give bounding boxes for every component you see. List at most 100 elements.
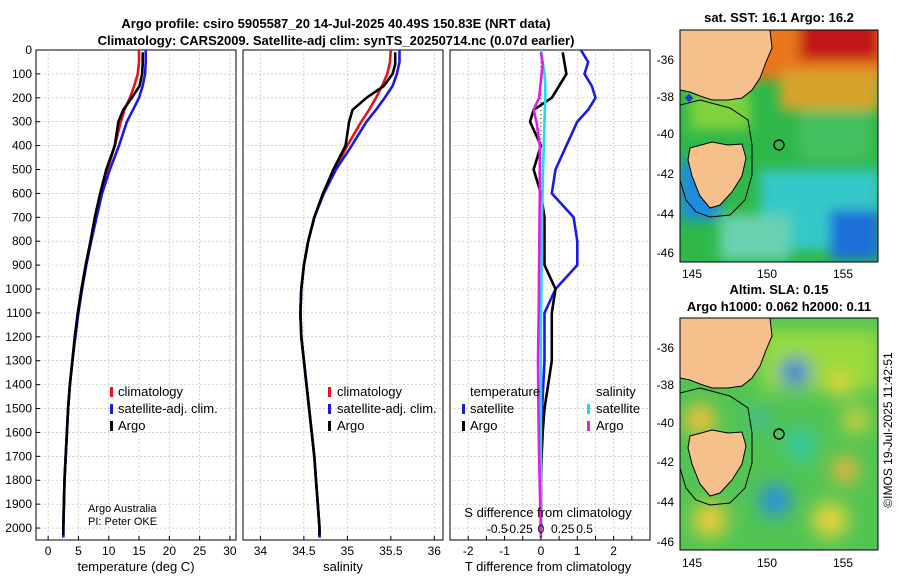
y-tick-label: 900 <box>12 258 32 272</box>
temperature-legend: climatology satellite-adj. clim. Argo <box>110 384 218 433</box>
x-tick-label: 1 <box>574 544 581 558</box>
legend-s-satellite: satellite <box>596 401 640 416</box>
sst-lat-tick: -36 <box>657 53 675 67</box>
y-tick-label: 800 <box>12 234 32 248</box>
legend-swatch-argo <box>328 421 331 431</box>
s-difference-tick-labels: -0.5-0.25 0 0.25 0.5 <box>487 522 593 536</box>
sla-lon-tick: 150 <box>757 556 777 570</box>
y-tick-label: 700 <box>12 210 32 224</box>
sla-map-title-1: Altim. SLA: 0.15 <box>730 282 829 297</box>
legend-satellite: satellite-adj. clim. <box>118 401 218 416</box>
sla-lon-tick: 145 <box>682 556 702 570</box>
t-difference-tick-labels: -2 -1 0 1 2 <box>463 536 633 558</box>
series-line-t-satellite <box>539 49 597 528</box>
salinity-panel: 34 34.5 35 35.5 36 salinity climatology sate… <box>242 49 444 574</box>
y-tick-label: 1500 <box>5 402 32 416</box>
temperature-axes <box>35 49 237 541</box>
title-line-2: Climatology: CARS2009. Satellite-adj cli… <box>98 33 575 48</box>
x-tick-label: -1 <box>499 544 510 558</box>
y-tick-label: 1900 <box>5 497 32 511</box>
x-tick-label: 36 <box>428 544 442 558</box>
legend-argo: Argo <box>118 418 145 433</box>
legend-swatch-t-argo <box>462 421 465 431</box>
y-tick-label: 1400 <box>5 378 32 392</box>
x-tick-label: 30 <box>223 544 237 558</box>
series-line-s-satellite <box>539 49 547 528</box>
y-tick-label: 400 <box>12 139 32 153</box>
y-tick-label: 1100 <box>6 306 32 320</box>
series-line-argo <box>62 52 144 536</box>
legend-climatology: climatology <box>337 384 403 399</box>
legend-swatch-s-satellite <box>587 404 590 414</box>
x-tick-label: 5 <box>75 544 82 558</box>
y-tick-label: 2000 <box>5 521 32 535</box>
series-line-s-argo <box>532 52 544 538</box>
legend-title-temperature: temperature <box>470 384 540 399</box>
sla-lat-tick: -38 <box>657 378 675 392</box>
sla-lat-tick: -40 <box>657 416 675 430</box>
legend-t-satellite: satellite <box>470 401 514 416</box>
legend-t-argo: Argo <box>470 418 497 433</box>
x-tick-label: 20 <box>163 544 177 558</box>
sla-lon-tick: 155 <box>833 556 853 570</box>
s-tick-label: 0 <box>538 522 545 536</box>
s-tick-label: 0.5 <box>576 522 593 536</box>
salinity-lines <box>299 49 401 538</box>
legend-swatch-t-satellite <box>462 404 465 414</box>
legend-swatch-satellite <box>110 404 113 414</box>
sst-map-frame <box>679 29 879 263</box>
sst-lon-tick: 155 <box>833 267 853 281</box>
salinity-axes <box>242 49 444 541</box>
x-tick-label: 34.5 <box>292 544 316 558</box>
sst-lat-tick: -42 <box>657 167 675 181</box>
x-tick-label: 10 <box>102 544 116 558</box>
salinity-xlabel: salinity <box>323 559 363 574</box>
y-tick-label: 1600 <box>5 425 32 439</box>
x-tick-label: 25 <box>193 544 207 558</box>
legend-s-argo: Argo <box>596 418 623 433</box>
argo-float-marker <box>773 428 785 440</box>
y-tick-label: 1300 <box>5 354 32 368</box>
t-difference-xlabel: T difference from climatology <box>465 559 632 574</box>
difference-panel: -2 -1 0 1 2 -0.5-0.25 0 0.25 0.5 S difference f… <box>449 49 651 574</box>
difference-lines <box>528 49 597 538</box>
x-tick-label: 35 <box>341 544 355 558</box>
sla-lat-tick: -46 <box>657 535 675 549</box>
series-line-argo <box>299 52 397 536</box>
temperature-xlabel: temperature (deg C) <box>77 559 194 574</box>
x-tick-label: 34 <box>254 544 268 558</box>
legend-swatch-climatology <box>110 387 113 397</box>
sla-map-image <box>680 318 878 550</box>
legend-swatch-argo <box>110 421 113 431</box>
sla-map-xticks: 145 150 155 <box>682 556 853 570</box>
y-tick-label: 100 <box>12 67 32 81</box>
sst-lat-tick: -38 <box>657 90 675 104</box>
credit-line-2: PI: Peter OKE <box>88 516 157 528</box>
y-tick-label: 1800 <box>5 473 32 487</box>
y-tick-label: 1700 <box>5 449 32 463</box>
x-tick-label: -2 <box>463 544 474 558</box>
sst-map-image <box>680 30 878 262</box>
s-difference-label: S difference from climatology <box>464 505 632 520</box>
sst-map-panel: sat. SST: 16.1 Argo: 16.2 -36 - <box>657 10 879 281</box>
sst-map-title: sat. SST: 16.1 Argo: 16.2 <box>704 10 854 25</box>
difference-axes <box>449 49 651 541</box>
difference-legend: temperature salinity satellite Argo sate… <box>462 384 640 433</box>
legend-argo: Argo <box>337 418 364 433</box>
timestamp-stamp: ©IMOS 19-Jul-2025 11:42:51 <box>881 352 895 508</box>
legend-swatch-s-argo <box>587 421 590 431</box>
sla-map-yticks: -36 -38 -40 -42 -44 -46 <box>657 341 675 549</box>
temperature-lines <box>62 50 147 538</box>
y-tick-label: 200 <box>12 91 32 105</box>
sla-map-title-2: Argo h1000: 0.062 h2000: 0.11 <box>687 299 871 314</box>
salinity-grid <box>243 50 443 540</box>
title-line-1: Argo profile: csiro 5905587_20 14-Jul-20… <box>121 16 550 31</box>
sla-map-frame <box>679 317 879 551</box>
s-tick-label: -0.5 <box>487 522 508 536</box>
sst-lat-tick: -44 <box>657 207 675 221</box>
salinity-legend: climatology satellite-adj. clim. Argo <box>328 384 437 433</box>
sst-lat-tick: -40 <box>657 127 675 141</box>
x-tick-label: 15 <box>132 544 146 558</box>
legend-title-salinity: salinity <box>596 384 636 399</box>
